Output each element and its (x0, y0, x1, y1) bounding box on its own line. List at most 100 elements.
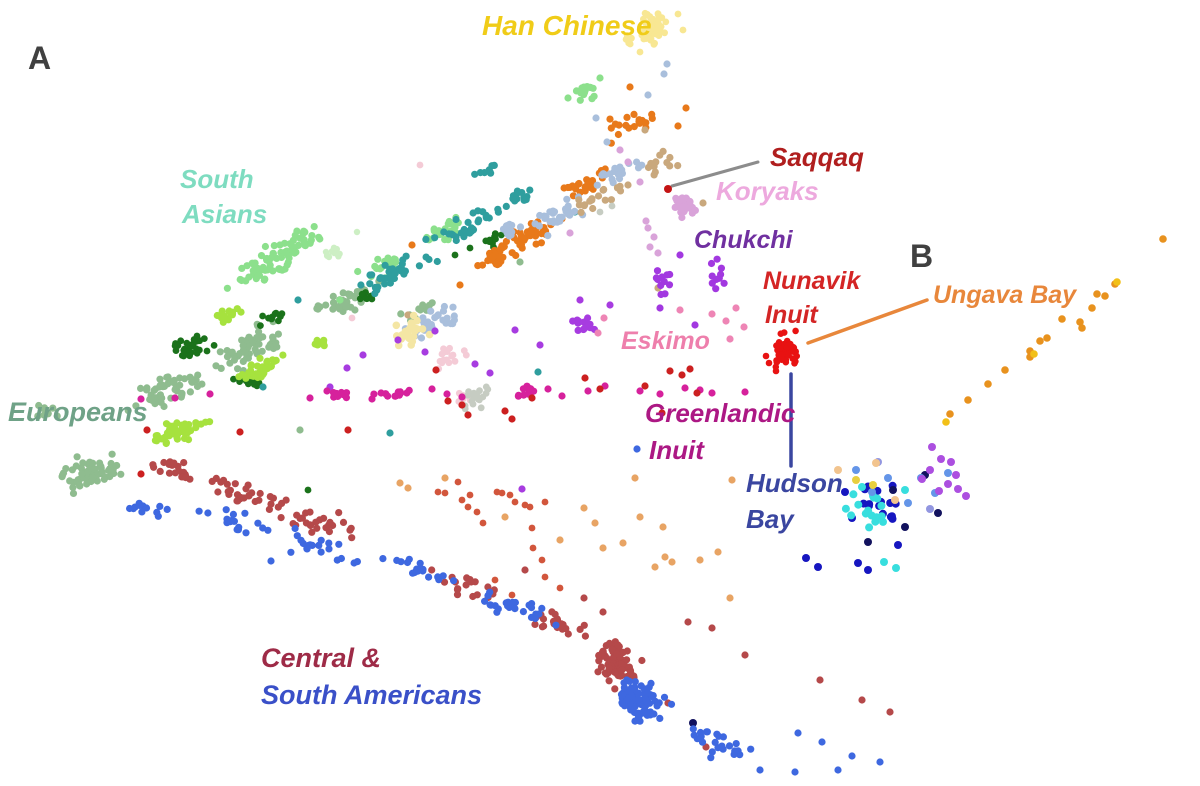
sage-green-europeans-point (75, 481, 84, 489)
b-cyan-point (865, 523, 874, 532)
sage-green-europeans-point (108, 469, 116, 477)
south-americans-blue-point (142, 504, 151, 512)
red-scatter-point (464, 411, 472, 419)
teal-point (425, 255, 433, 264)
eskimo-points-point (722, 317, 730, 325)
south-americans-blue-point (707, 754, 715, 762)
b-cornflower-point (868, 488, 876, 496)
dark-green-point (368, 295, 376, 303)
band-orange-point (493, 261, 501, 269)
sandy-orange-scatter-point (714, 548, 722, 556)
sage-green-europeans-point (228, 348, 236, 356)
dark-green-point (497, 231, 505, 239)
sage-green-europeans-point (176, 381, 184, 389)
dark-green-point (491, 230, 499, 238)
ungava-bay-orange-point (946, 410, 954, 418)
green-yellow-point (206, 418, 214, 426)
vermilion-scatter-point (473, 508, 481, 516)
central-americans-brick-point (240, 494, 248, 502)
vermilion-scatter-point (466, 491, 474, 499)
south-americans-blue-point (618, 699, 626, 707)
vermilion-scatter-point (508, 591, 516, 599)
sandy-orange-scatter-point (441, 474, 449, 482)
south-americans-blue-point (818, 738, 826, 746)
south-americans-blue-point (156, 502, 164, 510)
south-americans-blue-point (154, 512, 162, 520)
sage-green-europeans-point (425, 301, 433, 309)
ungava-bay-orange-point (964, 396, 972, 404)
central-americans-brick-point (576, 625, 584, 634)
sage-green-europeans-point (66, 477, 74, 485)
pale-yellow-point (411, 327, 419, 335)
teal-point (415, 262, 423, 270)
south-americans-blue-point (620, 684, 629, 692)
light-green-south-asians-point (374, 255, 382, 263)
light-steel-blue-point (417, 334, 426, 342)
teal-point (520, 193, 528, 201)
band-orange-point (630, 110, 638, 118)
sage-green-europeans-point (137, 384, 145, 392)
purple-scatter-point (421, 348, 429, 356)
south-americans-blue-point (731, 747, 739, 755)
green-yellow-point (173, 419, 181, 427)
koryaks-points-point (646, 243, 654, 251)
sage-green-europeans-point (69, 489, 78, 497)
saqqaq-point-point (664, 185, 672, 193)
b-peach-point (891, 496, 899, 504)
south-americans-blue-point (696, 735, 705, 743)
sage-green-europeans-point (329, 292, 337, 300)
green-yellow-point (158, 435, 166, 443)
south-americans-blue-point (756, 766, 764, 774)
nunavik-inuit-points-point (785, 352, 792, 359)
eskimo-points-point (594, 329, 602, 337)
central-americans-brick-point (708, 624, 716, 632)
teal-point (400, 270, 408, 278)
b-purple-point (928, 443, 936, 451)
central-americans-brick-point (170, 459, 178, 467)
band-orange-point (630, 123, 638, 131)
light-steel-blue-point (593, 181, 601, 189)
band-orange-point (635, 117, 643, 126)
central-americans-brick-point (313, 524, 321, 532)
hudson-bay-navy-point (802, 554, 810, 562)
label-greenlandic-inuit-line2: Inuit (649, 435, 704, 465)
greenlandic-magenta-point (681, 384, 689, 392)
sage-green-europeans-point (178, 391, 186, 399)
sage-green-europeans-point (150, 386, 158, 394)
sandy-orange-scatter-point (668, 558, 676, 566)
central-americans-brick-point (312, 518, 320, 526)
south-americans-blue-point (229, 510, 237, 518)
central-americans-brick-point (208, 477, 216, 485)
central-americans-brick-point (611, 685, 619, 693)
band-orange-point (478, 261, 487, 269)
sage-green-europeans-point (39, 404, 47, 412)
sage-green-europeans-point (234, 365, 242, 373)
light-steel-blue-point (638, 161, 646, 169)
red-scatter-point (236, 428, 244, 436)
pale-yellow-point (394, 341, 403, 350)
b-yellow-point (869, 481, 877, 489)
central-americans-brick-point (440, 578, 449, 586)
dark-green-point (362, 295, 370, 302)
b-purple-point (954, 485, 962, 493)
ungava-bay-orange-point (1159, 235, 1167, 243)
vermilion-scatter-point (511, 498, 519, 506)
band-orange-point (626, 83, 634, 91)
sandy-orange-scatter-point (636, 513, 644, 521)
greenlandic-magenta-point (526, 385, 534, 393)
central-americans-brick-point (277, 514, 285, 522)
green-yellow-point (311, 340, 319, 348)
teal-point (452, 236, 460, 245)
chukchi-points-point (657, 281, 665, 290)
vermilion-scatter-point (528, 524, 536, 532)
greenlandic-magenta-point (636, 387, 644, 395)
band-orange-point (517, 232, 526, 240)
b-purple-point (947, 458, 955, 466)
central-americans-brick-point (858, 696, 866, 704)
label-greenlandic-inuit-line1: Greenlandic (645, 398, 796, 428)
sage-green-europeans-point (241, 349, 249, 357)
red-scatter-point (344, 426, 352, 434)
vermilion-scatter-point (538, 556, 546, 564)
tan-point (674, 162, 682, 170)
